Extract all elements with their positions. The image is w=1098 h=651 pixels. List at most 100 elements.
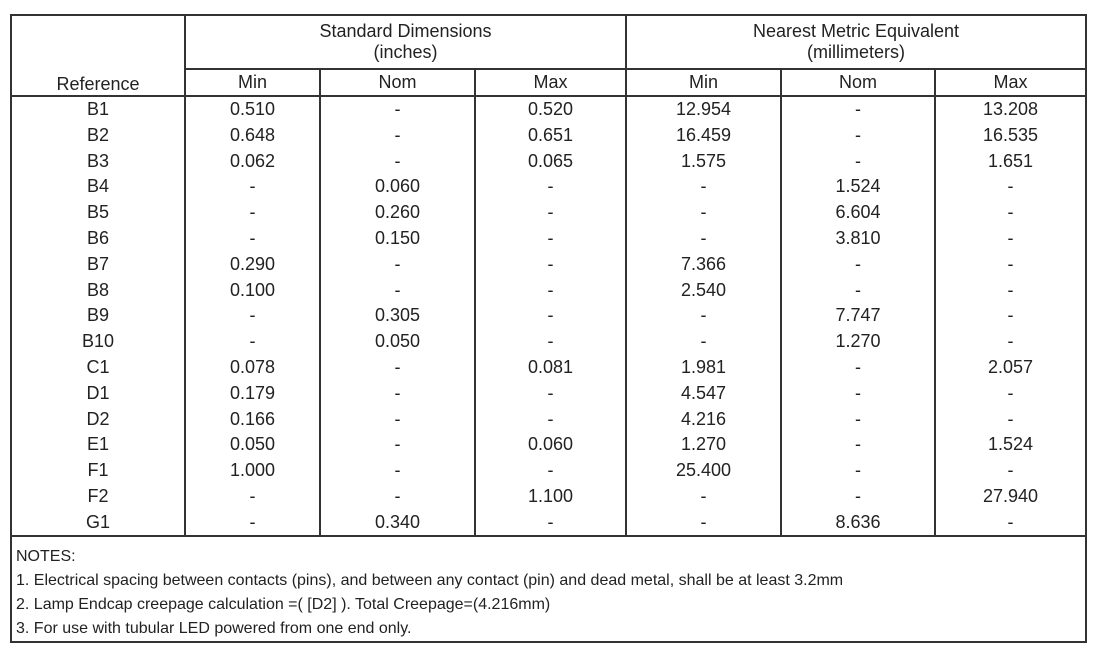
- notes-title: NOTES:: [16, 548, 76, 565]
- cell-min-mm: 1.981: [625, 354, 781, 381]
- cell-min-in: 0.510: [184, 96, 320, 123]
- cell-max-mm: -: [934, 174, 1085, 201]
- table-row: F2- -1.100- -27.940: [12, 483, 1085, 510]
- cell-min-in: 0.100: [184, 277, 320, 304]
- cell-reference: E1: [86, 434, 110, 455]
- metric-equivalent-header: Nearest Metric Equivalent (millimeters): [625, 16, 1085, 70]
- cell-min-mm: -: [625, 174, 781, 201]
- cell-nom-in: -: [319, 96, 475, 123]
- cell-max-in: -: [474, 200, 626, 226]
- cell-max-mm: 27.940: [934, 483, 1085, 510]
- cell-max-mm: 13.208: [934, 96, 1085, 123]
- table-row: B1 0.510-0.520 12.954-13.208: [12, 96, 1085, 123]
- table-row: B6-0.150- -3.810-: [12, 225, 1085, 252]
- cell-min-mm: 7.366: [625, 251, 781, 278]
- cell-nom-in: -: [319, 380, 475, 407]
- cell-nom-mm: -: [780, 380, 935, 407]
- table-row: B7 0.290- -7.366- -: [12, 251, 1085, 278]
- table-row: G1-0.340- -8.636-: [12, 509, 1085, 536]
- cell-min-in: -: [184, 303, 320, 330]
- cell-max-mm: 16.535: [934, 122, 1085, 149]
- cell-nom-in: 0.050: [319, 329, 475, 355]
- table-row: B10-0.050- -1.270-: [12, 329, 1085, 355]
- standard-dimensions-header: Standard Dimensions (inches): [184, 16, 626, 70]
- cell-min-mm: 1.575: [625, 148, 781, 175]
- cell-max-in: 0.081: [474, 354, 626, 381]
- cell-min-in: 1.000: [184, 458, 320, 484]
- dimensions-table-frame: Reference Standard Dimensions (inches) N…: [10, 14, 1087, 643]
- cell-max-mm: -: [934, 329, 1085, 355]
- table-row: F1 1.000- -25.400- -: [12, 458, 1085, 484]
- cell-max-mm: 1.651: [934, 148, 1085, 175]
- cell-nom-mm: 7.747: [780, 303, 935, 330]
- cell-max-mm: -: [934, 251, 1085, 278]
- table-row: D1 0.179- -4.547- -: [12, 380, 1085, 407]
- cell-max-mm: -: [934, 277, 1085, 304]
- cell-nom-in: -: [319, 148, 475, 175]
- cell-reference: C1: [86, 356, 110, 377]
- cell-min-in: 0.290: [184, 251, 320, 278]
- cell-reference: B4: [86, 176, 110, 197]
- cell-max-in: -: [474, 225, 626, 252]
- table-row: C1 0.078-0.081 1.981-2.057: [12, 354, 1085, 381]
- col-header-max-mm: Max: [934, 69, 1085, 97]
- table-row: B5-0.260- -6.604-: [12, 200, 1085, 226]
- cell-min-in: 0.078: [184, 354, 320, 381]
- cell-max-in: -: [474, 406, 626, 433]
- cell-max-in: 0.520: [474, 96, 626, 123]
- col-header-nom-mm: Nom: [780, 69, 935, 97]
- cell-max-in: -: [474, 251, 626, 278]
- cell-min-in: 0.050: [184, 432, 320, 459]
- cell-min-mm: 16.459: [625, 122, 781, 149]
- cell-nom-mm: 1.524: [780, 174, 935, 201]
- cell-reference: D1: [86, 382, 110, 403]
- cell-reference: B5: [86, 202, 110, 223]
- cell-max-in: 0.651: [474, 122, 626, 149]
- cell-max-in: 1.100: [474, 483, 626, 510]
- cell-reference: B1: [86, 99, 110, 119]
- table-row: D2 0.166- -4.216- -: [12, 406, 1085, 433]
- cell-min-mm: -: [625, 329, 781, 355]
- cell-nom-in: -: [319, 432, 475, 459]
- table-row: E1 0.050-0.060 1.270-1.524: [12, 432, 1085, 459]
- cell-min-in: -: [184, 329, 320, 355]
- cell-min-mm: 12.954: [625, 96, 781, 123]
- table-row: B8 0.100- -2.540- -: [12, 277, 1085, 304]
- cell-min-in: -: [184, 200, 320, 226]
- cell-nom-in: -: [319, 483, 475, 510]
- cell-nom-in: -: [319, 122, 475, 149]
- cell-min-in: 0.166: [184, 406, 320, 433]
- cell-nom-mm: 6.604: [780, 200, 935, 226]
- table-row: B3 0.062-0.065 1.575-1.651: [12, 148, 1085, 175]
- cell-nom-mm: -: [780, 432, 935, 459]
- cell-reference: B8: [86, 279, 110, 300]
- cell-min-in: -: [184, 225, 320, 252]
- cell-nom-mm: 8.636: [780, 509, 935, 536]
- cell-min-mm: -: [625, 509, 781, 536]
- cell-nom-in: 0.340: [319, 509, 475, 536]
- cell-max-in: -: [474, 277, 626, 304]
- cell-nom-in: 0.305: [319, 303, 475, 330]
- cell-max-mm: 2.057: [934, 354, 1085, 381]
- cell-nom-in: -: [319, 277, 475, 304]
- cell-min-mm: -: [625, 200, 781, 226]
- reference-header: Reference: [12, 16, 185, 97]
- cell-max-mm: -: [934, 200, 1085, 226]
- cell-nom-in: -: [319, 406, 475, 433]
- cell-nom-mm: -: [780, 148, 935, 175]
- cell-max-in: -: [474, 303, 626, 330]
- cell-reference: F2: [87, 485, 109, 506]
- cell-reference: B2: [86, 124, 110, 145]
- cell-max-in: -: [474, 329, 626, 355]
- group-title: Nearest Metric Equivalent: [752, 21, 960, 41]
- cell-min-in: 0.179: [184, 380, 320, 407]
- cell-nom-mm: -: [780, 458, 935, 484]
- col-header-nom-in: Nom: [319, 69, 475, 97]
- cell-nom-in: 0.150: [319, 225, 475, 252]
- note-item: 3. For use with tubular LED powered from…: [16, 620, 412, 637]
- cell-reference: G1: [85, 511, 110, 532]
- cell-max-in: -: [474, 509, 626, 536]
- cell-reference: B7: [86, 253, 110, 274]
- cell-nom-in: -: [319, 354, 475, 381]
- cell-min-mm: -: [625, 483, 781, 510]
